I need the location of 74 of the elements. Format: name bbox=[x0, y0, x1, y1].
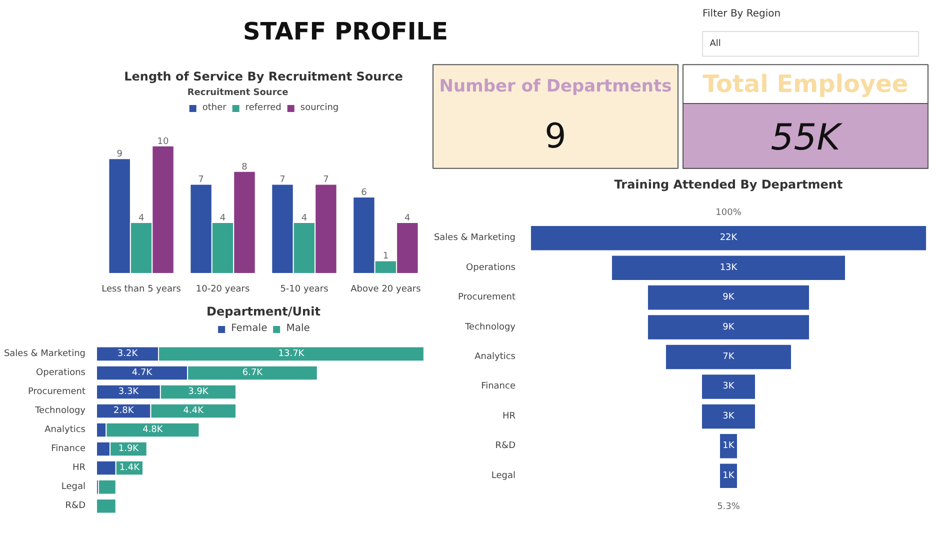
data-label: 1K bbox=[722, 441, 736, 452]
data-label: 4.8K bbox=[142, 425, 164, 436]
data-label: 9K bbox=[722, 292, 736, 303]
y-tick-label: Operations bbox=[36, 368, 86, 378]
bar bbox=[96, 498, 116, 514]
data-label: 6.7K bbox=[242, 368, 264, 378]
legend-label: Female bbox=[231, 323, 268, 334]
legend-label: sourcing bbox=[300, 103, 339, 113]
data-label: 1.4K bbox=[119, 463, 141, 474]
data-label: 3K bbox=[722, 382, 736, 392]
data-label: 1 bbox=[382, 252, 389, 262]
data-label: 7 bbox=[198, 175, 204, 186]
y-tick-label: Legal bbox=[61, 482, 86, 492]
data-label: 9 bbox=[116, 150, 123, 160]
x-tick-label: Above 20 years bbox=[350, 284, 422, 294]
text: Total Employee bbox=[702, 70, 908, 98]
text: 55K bbox=[770, 118, 843, 159]
data-label: 4 bbox=[404, 213, 411, 224]
data-label: 22K bbox=[720, 233, 738, 244]
y-tick-label: Technology bbox=[34, 406, 86, 416]
category-label: Legal bbox=[491, 470, 516, 481]
legend-label: other bbox=[202, 103, 226, 113]
y-tick-label: Sales & Marketing bbox=[4, 348, 86, 359]
y-tick-label: Analytics bbox=[44, 425, 86, 436]
text: All bbox=[710, 38, 721, 49]
text: 9 bbox=[544, 116, 566, 156]
y-tick-label: Procurement bbox=[28, 386, 86, 397]
data-label: 7K bbox=[722, 352, 736, 362]
data-label: 13K bbox=[720, 262, 738, 273]
data-label: 6 bbox=[361, 188, 368, 198]
y-tick-label: Finance bbox=[51, 444, 86, 454]
data-label: 4 bbox=[301, 213, 308, 224]
data-label: 3.9K bbox=[188, 386, 210, 397]
chart-title: Department/Unit bbox=[206, 304, 321, 318]
data-label: 2.8K bbox=[114, 406, 135, 416]
y-tick-label: R&D bbox=[65, 501, 86, 512]
legend-label: Male bbox=[286, 323, 310, 334]
data-label: 1K bbox=[722, 470, 736, 481]
data-label: 4 bbox=[138, 213, 144, 224]
data-label: 4 bbox=[220, 213, 226, 224]
bar bbox=[98, 479, 116, 495]
legend-label: referred bbox=[245, 103, 282, 113]
y-tick-label: HR bbox=[72, 463, 86, 474]
category-label: Finance bbox=[481, 382, 516, 392]
data-label: 13.7K bbox=[278, 348, 306, 359]
data-label: 3K bbox=[722, 411, 736, 422]
data-label: 4.4K bbox=[183, 406, 205, 416]
data-label: 3.3K bbox=[118, 386, 140, 397]
data-label: 3.2K bbox=[117, 348, 139, 359]
category-label: Procurement bbox=[458, 292, 516, 303]
category-label: Analytics bbox=[474, 352, 516, 362]
data-label: 9K bbox=[722, 322, 736, 332]
data-label: 4.7K bbox=[132, 368, 154, 378]
data-label: 7 bbox=[323, 175, 329, 186]
x-tick-label: 10-20 years bbox=[196, 284, 250, 294]
text: Number of Departments bbox=[439, 76, 672, 96]
text: STAFF PROFILE bbox=[243, 18, 448, 46]
category-label: HR bbox=[502, 411, 516, 422]
text: Training Attended By Department bbox=[614, 178, 843, 192]
data-label: 7 bbox=[280, 175, 286, 186]
x-tick-label: 5-10 years bbox=[280, 284, 329, 294]
data-label: 1.9K bbox=[118, 444, 140, 454]
text: 5.3% bbox=[717, 502, 740, 512]
data-label: 10 bbox=[157, 136, 170, 147]
x-tick-label: Less than 5 years bbox=[102, 284, 182, 294]
text: Filter By Region bbox=[702, 8, 781, 20]
legend-title: Recruitment Source bbox=[187, 88, 290, 98]
category-label: Sales & Marketing bbox=[434, 233, 516, 244]
category-label: R&D bbox=[495, 441, 516, 452]
chart-title: Length of Service By Recruitment Source bbox=[124, 70, 403, 84]
text: 100% bbox=[716, 208, 742, 218]
data-label: 8 bbox=[242, 162, 248, 172]
category-label: Technology bbox=[464, 322, 516, 332]
category-label: Operations bbox=[466, 262, 516, 273]
